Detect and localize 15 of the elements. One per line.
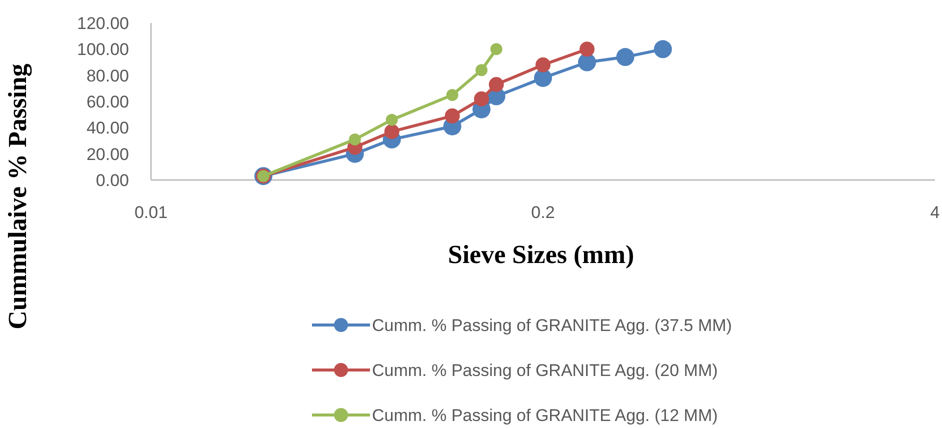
y-tick-label: 0.00	[96, 170, 129, 190]
y-tick-label: 60.00	[86, 92, 129, 112]
y-tick-label: 20.00	[86, 144, 129, 164]
y-axis-title: Cummulaive % Passing	[3, 64, 32, 330]
legend-label: Cumm. % Passing of GRANITE Agg. (37.5 MM)	[372, 316, 732, 335]
y-tick-label: 40.00	[86, 118, 129, 138]
x-tick-label: 0.2	[531, 203, 555, 222]
legend-label: Cumm. % Passing of GRANITE Agg. (12 MM)	[372, 406, 718, 425]
y-tick-label: 80.00	[86, 66, 129, 86]
y-tick-label: 100.00	[77, 40, 129, 60]
x-tick-label: 4	[930, 203, 940, 222]
x-tick-label: 0.01	[134, 203, 168, 222]
legend-label: Cumm. % Passing of GRANITE Agg. (20 MM)	[372, 360, 718, 380]
x-axis-title: Sieve Sizes (mm)	[448, 240, 634, 269]
y-tick-label: 120.00	[77, 14, 129, 33]
